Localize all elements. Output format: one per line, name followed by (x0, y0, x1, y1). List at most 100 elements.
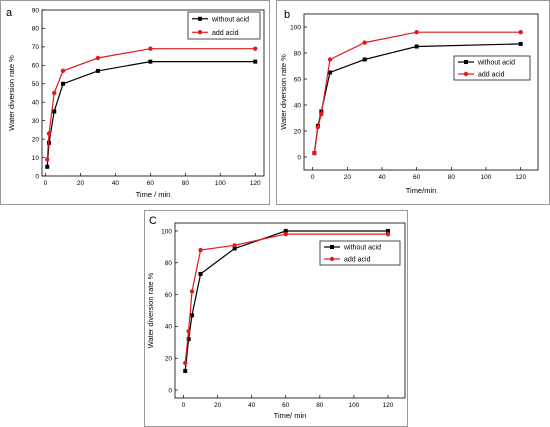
data-point (319, 111, 324, 117)
x-tick-label: 120 (383, 402, 394, 409)
data-point (315, 124, 321, 130)
x-tick-label: 120 (250, 180, 261, 187)
series-without-acid (183, 228, 390, 373)
panel-letter: C (149, 215, 157, 227)
data-point (46, 140, 51, 145)
data-point (414, 44, 419, 49)
data-point (186, 337, 191, 342)
data-point (148, 46, 153, 51)
legend-marker (463, 71, 469, 77)
x-tick-label: 20 (214, 402, 222, 409)
y-tick-label: 30 (32, 118, 40, 125)
data-point (190, 313, 195, 318)
y-axis-title: Water diversion rate % (146, 272, 155, 348)
x-tick-label: 100 (215, 180, 226, 187)
data-point (253, 59, 258, 64)
y-tick-label: 80 (32, 26, 40, 33)
data-point (362, 57, 367, 62)
panel-border (276, 0, 550, 205)
x-axis-title: Time / min (136, 190, 171, 199)
data-point (186, 328, 191, 334)
x-tick-label: 80 (316, 402, 324, 409)
data-point (148, 59, 153, 64)
legend-marker (329, 256, 335, 262)
x-tick-label: 20 (77, 180, 85, 187)
data-point (518, 30, 523, 35)
x-tick-label: 60 (147, 180, 155, 187)
data-point (232, 243, 237, 248)
data-point (45, 157, 50, 162)
y-tick-label: 10 (32, 155, 40, 162)
y-tick-label: 40 (165, 324, 173, 331)
x-tick-label: 100 (348, 402, 359, 409)
panel-letter: b (284, 9, 290, 21)
y-tick-label: 20 (32, 136, 40, 143)
y-tick-label: 60 (32, 63, 40, 70)
legend: without acid add acid (319, 240, 401, 266)
series-add-acid (183, 231, 391, 366)
x-tick-label: 80 (448, 174, 456, 181)
data-point (183, 360, 188, 366)
legend-marker (464, 60, 468, 64)
series-add-acid (45, 46, 258, 162)
legend-label: add acid (478, 72, 505, 79)
y-tick-label: 40 (294, 102, 302, 109)
y-tick-label: 40 (32, 100, 40, 107)
panel-letter: a (6, 7, 13, 19)
data-point (95, 68, 100, 73)
y-tick-label: 80 (294, 50, 302, 57)
chart-panel-a: a 0 20 40 60 80 100 120 0 10 20 30 40 50 60 70 80 90 Time … (0, 0, 270, 205)
y-tick-label: 0 (35, 173, 39, 180)
legend-marker (198, 16, 202, 21)
legend-label: without acid (343, 245, 381, 252)
x-tick-label: 40 (378, 174, 386, 181)
chart-panel-b: b 0 20 40 60 80 100 120 0 20 40 60 80 100 Time/min Wate… (276, 0, 550, 205)
x-axis-title: Time/ min (274, 411, 307, 420)
data-point (283, 228, 288, 233)
legend-label: without acid (211, 16, 249, 23)
y-tick-label: 90 (32, 7, 40, 14)
y-tick-label: 70 (32, 44, 40, 51)
data-point (312, 150, 317, 156)
data-point (189, 289, 195, 294)
data-point (60, 81, 65, 86)
data-point (95, 55, 101, 61)
legend: without acid add acid (187, 11, 261, 40)
x-tick-label: 40 (248, 402, 256, 409)
x-tick-label: 0 (182, 402, 186, 409)
data-point (283, 231, 288, 237)
legend: without acid add acid (453, 55, 531, 81)
y-axis-title: Water diversion rate % (279, 54, 288, 130)
y-tick-label: 100 (290, 24, 301, 31)
x-tick-label: 80 (182, 180, 190, 187)
y-axis-title: Water diversion rate % (7, 55, 16, 131)
y-tick-label: 0 (297, 154, 301, 161)
y-tick-label: 20 (165, 356, 173, 363)
plot-frame (174, 222, 406, 399)
x-tick-label: 40 (112, 180, 120, 187)
x-tick-label: 0 (311, 174, 315, 181)
legend-label: add acid (344, 257, 371, 264)
legend-box (187, 11, 261, 40)
x-tick-label: 120 (515, 174, 526, 181)
plot-frame (41, 9, 265, 177)
x-axis-title: Time/min (406, 186, 437, 195)
x-tick-label: 0 (44, 180, 48, 187)
series-add-acid (312, 30, 523, 156)
legend-label: add acid (212, 30, 239, 37)
data-point (414, 30, 419, 35)
y-tick-label: 20 (294, 128, 302, 135)
data-point (52, 90, 57, 96)
legend-marker (197, 30, 203, 35)
chart-panel-C: C 0 20 40 60 80 100 120 0 20 40 60 80 100 Time/ min Wat… (144, 210, 408, 427)
data-point (253, 46, 258, 51)
plot-frame (303, 13, 539, 171)
data-point (46, 131, 52, 136)
data-point (518, 41, 523, 46)
y-tick-label: 80 (165, 260, 173, 267)
series-without-acid (45, 59, 258, 169)
y-tick-label: 0 (168, 387, 172, 394)
data-point (328, 70, 332, 75)
data-point (60, 68, 66, 74)
